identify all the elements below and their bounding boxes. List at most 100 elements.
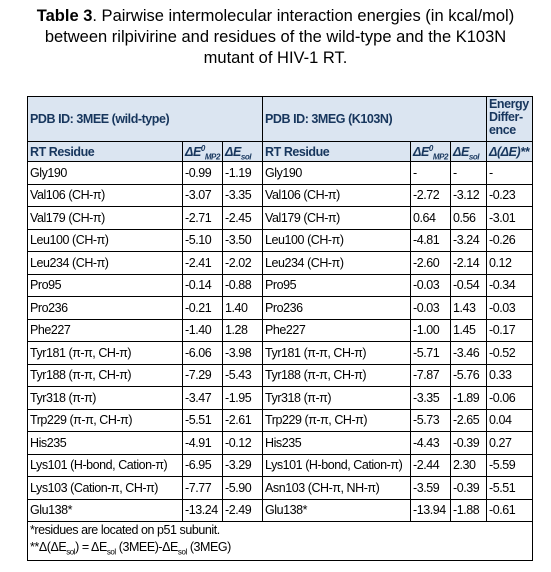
cell: -0.03	[410, 273, 452, 297]
text: (3MEG)	[186, 540, 232, 554]
cell: -	[410, 161, 452, 185]
cell: -0.26	[486, 228, 534, 252]
column-header: ΔEsol	[450, 141, 488, 162]
cell: -6.95	[182, 453, 223, 477]
cell: -0.12	[221, 431, 264, 455]
data-row: Val179 (CH-π) -2.71 -2.45 Val179 (CH-π) 0.64…	[27, 206, 534, 230]
cell: -3.98	[221, 341, 264, 365]
cell: -0.14	[182, 273, 223, 297]
cell: 0.64	[410, 206, 452, 230]
subscript: sol	[240, 152, 252, 161]
cell: 0.56	[450, 206, 488, 230]
footnote: **Δ(ΔEsol) = ΔEsol (3MEE)-ΔEsol (3MEG)	[30, 539, 530, 556]
cell: -3.01	[486, 206, 534, 230]
cell: Phe227	[27, 318, 183, 342]
cell: -3.59	[410, 476, 452, 500]
cell: Asn103 (CH-π, NH-π)	[262, 476, 412, 500]
cell: -7.29	[182, 363, 223, 387]
cell: -3.07	[182, 183, 223, 207]
text: RT Residue	[265, 144, 330, 159]
cell: Lys101 (H-bond, Cation-π)	[262, 453, 412, 477]
group-header: PDB ID: 3MEG (K103N)	[262, 96, 488, 142]
cell: -0.88	[221, 273, 264, 297]
cell: -3.50	[221, 228, 264, 252]
cell: Pro95	[27, 273, 183, 297]
data-row: Glu138* -13.24 -2.49 Glu138* -13.94 -1.88 -0.6…	[27, 498, 534, 522]
cell: -2.44	[410, 453, 452, 477]
cell: -0.39	[450, 476, 488, 500]
cell: Phe227	[262, 318, 412, 342]
cell: Lys103 (Cation-π, CH-π)	[27, 476, 183, 500]
cell: -0.23	[486, 183, 534, 207]
data-row: Tyr181 (π-π, CH-π) -6.06 -3.98 Tyr181 (π-π,…	[27, 341, 534, 365]
cell: Val106 (CH-π)	[262, 183, 412, 207]
cell: 0.12	[486, 251, 534, 275]
cell: -0.21	[182, 296, 223, 320]
cell: -0.34	[486, 273, 534, 297]
data-row: Lys103 (Cation-π, CH-π) -7.77 -5.90 Asn103 …	[27, 476, 534, 500]
cell: -5.51	[486, 476, 534, 500]
table-label: Table 3	[36, 7, 93, 25]
cell: Gly190	[27, 161, 183, 185]
footnote-row: *residues are located on p51 subunit. **Δ…	[26, 521, 534, 561]
cell: -	[450, 161, 488, 185]
cell: -2.60	[410, 251, 452, 275]
cell: Pro95	[262, 273, 412, 297]
header-line: ence	[489, 123, 516, 137]
cell: -2.65	[450, 408, 488, 432]
cell: Tyr181 (π-π, CH-π)	[262, 341, 412, 365]
cell: His235	[27, 431, 183, 455]
text: Δ(ΔE)**	[489, 144, 530, 159]
cell: -	[486, 161, 534, 185]
cell: Tyr181 (π-π, CH-π)	[27, 341, 183, 365]
cell: -5.51	[182, 408, 223, 432]
cell: Tyr318 (π-π)	[27, 386, 183, 410]
cell: -3.29	[221, 453, 264, 477]
cell: Leu100 (CH-π)	[262, 228, 412, 252]
energy-table: PDB ID: 3MEE (wild-type) PDB ID: 3MEG (K1…	[26, 96, 534, 561]
data-row: Leu100 (CH-π) -5.10 -3.50 Leu100 (CH-π) -4.8…	[27, 228, 534, 252]
cell: -2.41	[182, 251, 223, 275]
cell: -0.52	[486, 341, 534, 365]
cell: 1.43	[450, 296, 488, 320]
text: ΔE	[453, 144, 469, 159]
cell: Val106 (CH-π)	[27, 183, 183, 207]
cell: Pro236	[262, 296, 412, 320]
text: RT Residue	[30, 144, 95, 159]
cell: -2.02	[221, 251, 264, 275]
cell: Trp229 (π-π, CH-π)	[262, 408, 412, 432]
column-header: RT Residue	[262, 141, 412, 162]
cell: 1.40	[221, 296, 264, 320]
subscript: sol	[468, 152, 480, 161]
data-row: Trp229 (π-π, CH-π) -5.51 -2.61 Trp229 (π-π,…	[27, 408, 534, 432]
column-header: Δ(ΔE)**	[486, 141, 534, 162]
cell: His235	[262, 431, 412, 455]
cell: Tyr318 (π-π)	[262, 386, 412, 410]
cell: -13.94	[410, 498, 452, 522]
cell: -13.24	[182, 498, 223, 522]
cell: -7.87	[410, 363, 452, 387]
column-header-row: RT Residue ΔE0MP2 ΔEsol RT Residue ΔE0MP2 ΔEs…	[27, 141, 534, 162]
data-row: Pro95 -0.14 -0.88 Pro95 -0.03 -0.54 -0.34	[27, 273, 534, 297]
cell: -5.10	[182, 228, 223, 252]
cell: -2.61	[221, 408, 264, 432]
subscript: sol	[106, 547, 116, 557]
cell: -1.00	[410, 318, 452, 342]
text: (3MEE)-ΔE	[115, 540, 179, 554]
header-line: Energy	[489, 97, 529, 111]
cell: Val179 (CH-π)	[262, 206, 412, 230]
data-row: Pro236 -0.21 1.40 Pro236 -0.03 1.43 -0.03	[27, 296, 534, 320]
cell: Leu234 (CH-π)	[27, 251, 183, 275]
cell: 2.30	[450, 453, 488, 477]
cell: 0.27	[486, 431, 534, 455]
cell: Leu234 (CH-π)	[262, 251, 412, 275]
cell: -3.46	[450, 341, 488, 365]
column-header: RT Residue	[27, 141, 183, 162]
data-row: His235 -4.91 -0.12 His235 -4.43 -0.39 0.27	[27, 431, 534, 455]
text: ) = ΔE	[75, 540, 107, 554]
title-text: . Pairwise intermolecular interaction en…	[44, 7, 515, 67]
cell: -0.54	[450, 273, 488, 297]
cell: -4.81	[410, 228, 452, 252]
subscript: sol	[177, 547, 187, 557]
column-header: ΔEsol	[221, 141, 264, 162]
